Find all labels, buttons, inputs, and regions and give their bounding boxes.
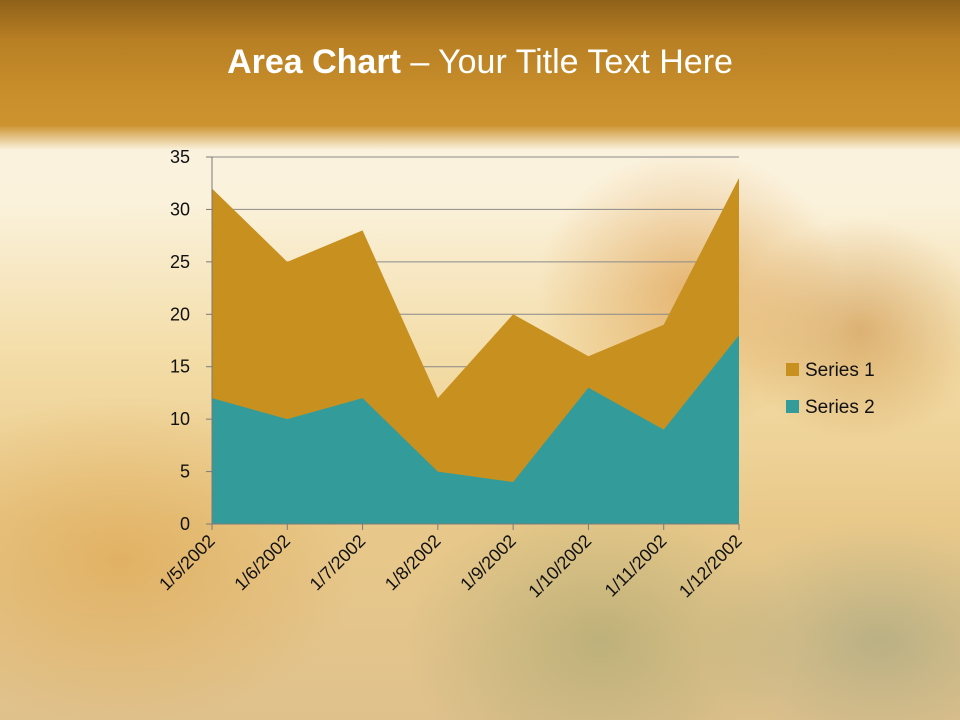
y-tick-label: 20	[170, 304, 190, 324]
legend-label: Series 1	[805, 360, 875, 381]
y-tick-label: 0	[180, 514, 190, 534]
x-tick-label: 1/7/2002	[306, 531, 370, 595]
x-tick-label: 1/9/2002	[456, 531, 520, 595]
series-2-area	[212, 335, 739, 524]
title-banner	[0, 0, 960, 150]
slide-title-rest: – Your Title Text Here	[400, 43, 733, 81]
legend-swatch	[786, 363, 799, 376]
slide-title: Area Chart – Your Title Text Here	[0, 40, 960, 84]
x-tick-label: 1/8/2002	[381, 531, 445, 595]
y-tick-label: 15	[170, 357, 190, 377]
legend-swatch	[786, 400, 799, 413]
y-tick-label: 35	[170, 147, 190, 167]
y-axis-ticks: 0 5 10 15 20 25 30 35	[170, 147, 190, 534]
y-tick-label: 5	[180, 462, 190, 482]
y-tick-label: 30	[170, 199, 190, 219]
x-tick-label: 1/11/2002	[601, 531, 671, 601]
x-tick-label: 1/10/2002	[524, 531, 595, 602]
axes	[206, 156, 740, 530]
x-tick-label: 1/6/2002	[230, 531, 294, 595]
y-tick-label: 25	[170, 252, 190, 272]
legend: Series 1 Series 2	[786, 360, 875, 418]
y-tick-label: 10	[170, 409, 190, 429]
legend-label: Series 2	[805, 397, 875, 418]
slide-title-bold: Area Chart	[227, 43, 401, 81]
x-tick-label: 1/12/2002	[675, 531, 746, 602]
x-tick-label: 1/5/2002	[155, 531, 219, 595]
plot-areas	[212, 177, 739, 524]
x-axis-ticks: 1/5/2002 1/6/2002 1/7/2002 1/8/2002 1/9/2002…	[155, 531, 746, 602]
